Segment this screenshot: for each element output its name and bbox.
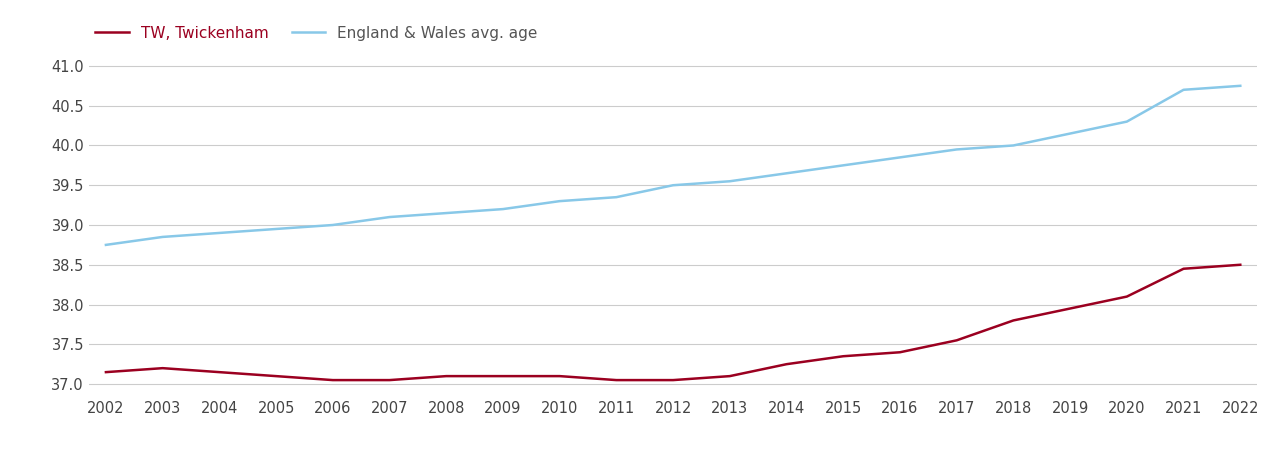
England & Wales avg. age xyxy=(949,147,964,152)
TW, Twickenham xyxy=(893,350,908,355)
England & Wales avg. age xyxy=(1006,143,1021,148)
England & Wales avg. age xyxy=(495,207,511,212)
England & Wales avg. age xyxy=(212,230,227,236)
TW, Twickenham xyxy=(1176,266,1191,271)
England & Wales avg. age xyxy=(1233,83,1248,89)
England & Wales avg. age xyxy=(382,214,398,220)
TW, Twickenham xyxy=(1006,318,1021,323)
TW, Twickenham xyxy=(325,378,340,383)
England & Wales avg. age xyxy=(893,155,908,160)
TW, Twickenham xyxy=(836,354,851,359)
England & Wales avg. age xyxy=(608,194,624,200)
Line: TW, Twickenham: TW, Twickenham xyxy=(105,265,1241,380)
Legend: TW, Twickenham, England & Wales avg. age: TW, Twickenham, England & Wales avg. age xyxy=(89,20,544,47)
TW, Twickenham xyxy=(723,374,738,379)
England & Wales avg. age xyxy=(552,198,568,204)
England & Wales avg. age xyxy=(98,242,113,248)
England & Wales avg. age xyxy=(779,171,794,176)
TW, Twickenham xyxy=(779,361,794,367)
England & Wales avg. age xyxy=(1176,87,1191,93)
TW, Twickenham xyxy=(665,378,681,383)
England & Wales avg. age xyxy=(325,222,340,228)
TW, Twickenham xyxy=(268,374,283,379)
England & Wales avg. age xyxy=(1119,119,1134,124)
England & Wales avg. age xyxy=(665,183,681,188)
TW, Twickenham xyxy=(212,369,227,375)
England & Wales avg. age xyxy=(1063,131,1078,136)
TW, Twickenham xyxy=(98,369,113,375)
Line: England & Wales avg. age: England & Wales avg. age xyxy=(105,86,1241,245)
England & Wales avg. age xyxy=(268,226,283,232)
England & Wales avg. age xyxy=(155,234,170,240)
TW, Twickenham xyxy=(155,365,170,371)
TW, Twickenham xyxy=(382,378,398,383)
England & Wales avg. age xyxy=(723,179,738,184)
TW, Twickenham xyxy=(1063,306,1078,311)
TW, Twickenham xyxy=(552,374,568,379)
TW, Twickenham xyxy=(949,338,964,343)
TW, Twickenham xyxy=(495,374,511,379)
TW, Twickenham xyxy=(438,374,453,379)
TW, Twickenham xyxy=(1233,262,1248,267)
England & Wales avg. age xyxy=(438,210,453,216)
England & Wales avg. age xyxy=(836,162,851,168)
TW, Twickenham xyxy=(1119,294,1134,299)
TW, Twickenham xyxy=(608,378,624,383)
